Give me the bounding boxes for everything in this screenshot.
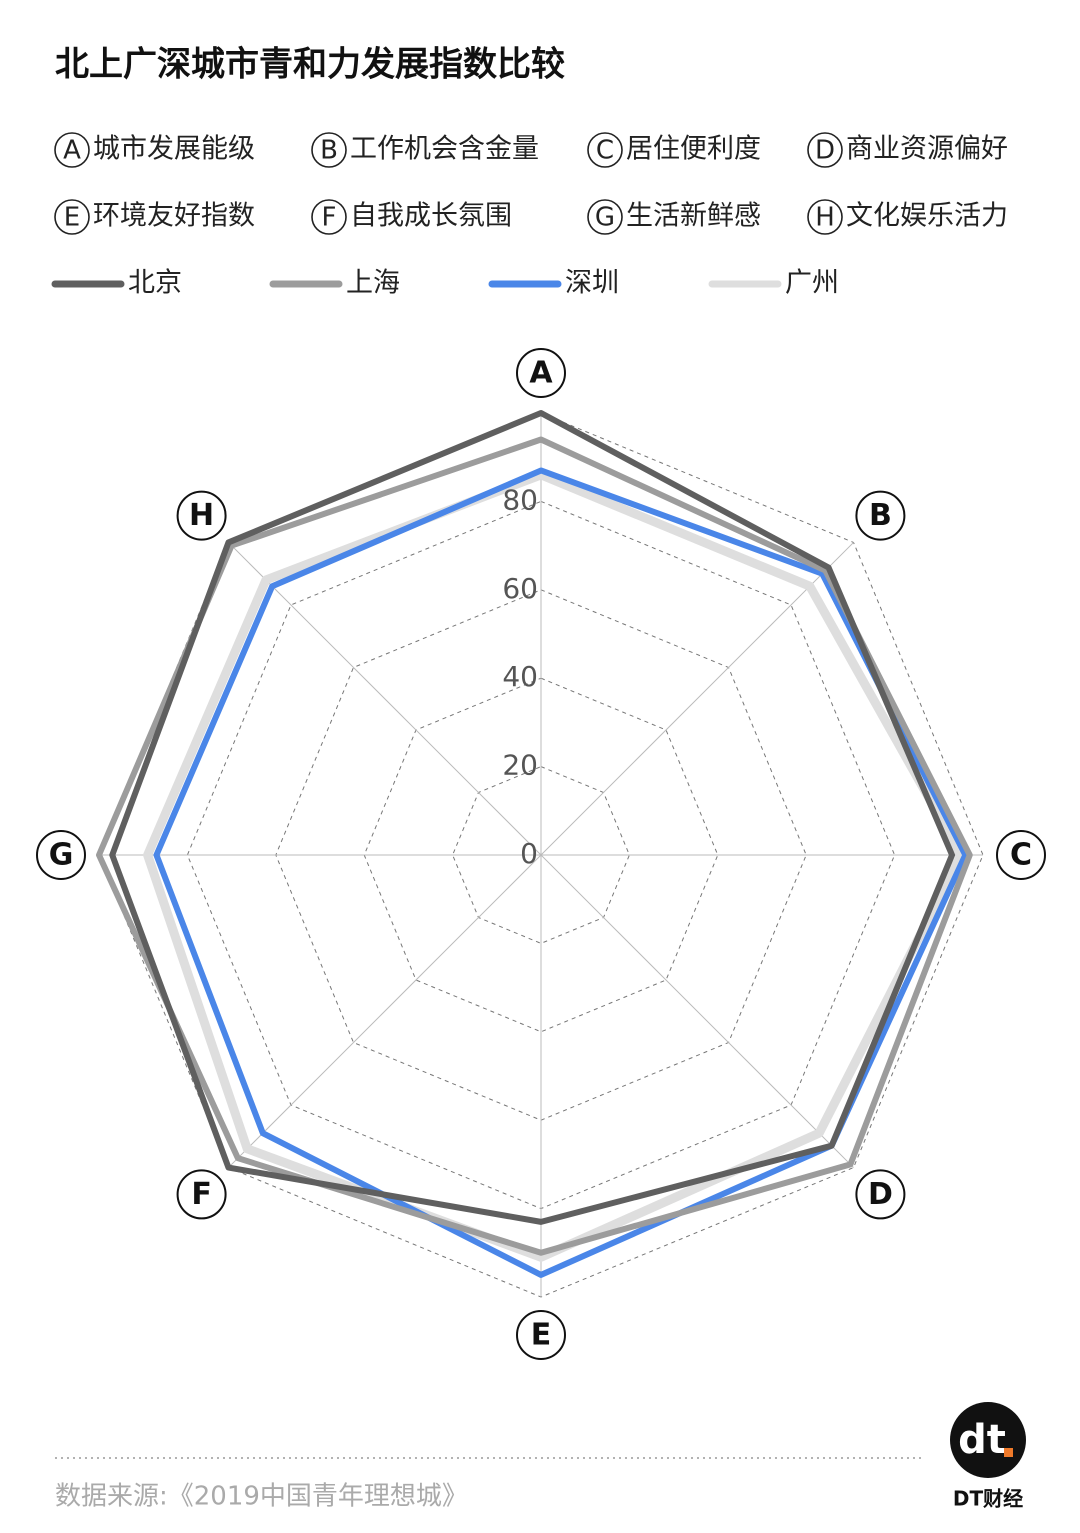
y-tick-label: 80: [502, 483, 538, 516]
legend-label: 深圳: [565, 268, 619, 299]
axis-label: E: [531, 1318, 552, 1353]
y-tick-label: 0: [520, 837, 538, 870]
legend-badge: [54, 199, 90, 235]
legend-badge: [807, 199, 843, 235]
axis-badge: [855, 1169, 906, 1220]
axis-badge: [516, 348, 566, 398]
legend-label: 文化娱乐活力: [846, 201, 1008, 232]
brand: DT财经: [953, 1487, 1023, 1511]
legend-label: 城市发展能级: [93, 134, 255, 165]
axis-badge: [855, 490, 906, 541]
legend-letter: D: [815, 136, 835, 166]
axis-label: F: [191, 1177, 212, 1212]
source: 数据来源:《2019中国青年理想城》: [55, 1482, 468, 1512]
axis-badge: [36, 830, 86, 880]
y-tick-label: 40: [502, 660, 538, 693]
legend-letter: F: [322, 203, 337, 233]
legend-label: 居住便利度: [626, 134, 761, 165]
axis-label: G: [49, 838, 74, 873]
axis-label: H: [189, 498, 214, 533]
grid-spoke: [228, 854, 542, 1168]
legend-label: 上海: [346, 268, 400, 299]
axis-label: A: [529, 356, 553, 391]
chart-title: 北上广深城市青和力发展指数比较: [55, 45, 565, 85]
legend-label: 自我成长氛围: [350, 201, 512, 232]
legend-badge: [311, 132, 347, 168]
legend-letter: B: [320, 136, 338, 166]
axis-badge: [176, 490, 227, 541]
grid-spoke: [540, 542, 854, 856]
legend-letter: A: [63, 136, 81, 166]
legend-badge: [807, 132, 843, 168]
series-line: [143, 470, 966, 1262]
legend-label: 北京: [128, 268, 182, 299]
axis-label: C: [1010, 838, 1032, 873]
legend-letter: G: [595, 203, 615, 233]
logo-badge: [950, 1402, 1026, 1478]
legend-badge: [587, 132, 623, 168]
legend-letter: E: [64, 203, 80, 233]
legend-letter: H: [815, 203, 835, 233]
legend-label: 广州: [785, 268, 839, 299]
grid-spoke: [540, 854, 854, 1168]
axis-label: B: [869, 498, 892, 533]
legend-label: 环境友好指数: [93, 201, 255, 232]
legend-badge: [587, 199, 623, 235]
logo-dot: [1004, 1448, 1013, 1457]
logo-text: dt: [958, 1417, 1006, 1463]
legend-label: 工作机会含金量: [350, 134, 539, 165]
legend-label: 商业资源偏好: [846, 134, 1008, 165]
grid-ring: [452, 766, 630, 944]
axis-badge: [176, 1169, 227, 1220]
legend-badge: [311, 199, 347, 235]
axis-badge: [996, 830, 1046, 880]
series-line: [109, 410, 956, 1225]
axis-label: D: [868, 1177, 893, 1212]
y-tick-label: 20: [502, 749, 538, 782]
y-tick-label: 60: [502, 572, 538, 605]
legend-label: 生活新鲜感: [626, 201, 761, 232]
axis-badge: [516, 1310, 566, 1360]
legend-badge: [54, 132, 90, 168]
grid-spoke: [228, 542, 542, 856]
legend-letter: C: [596, 136, 614, 166]
